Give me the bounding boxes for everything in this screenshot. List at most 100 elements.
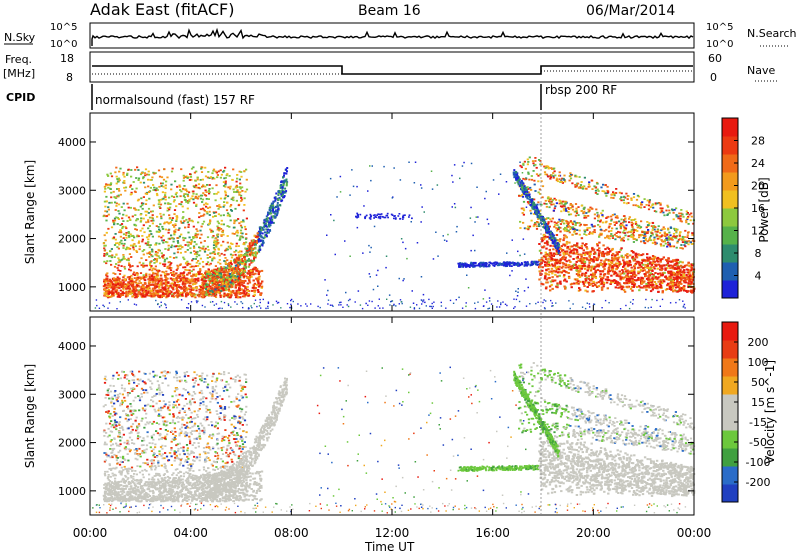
power-data-cell — [678, 235, 681, 237]
power-data-cell — [132, 288, 135, 291]
power-data-cell — [551, 272, 554, 275]
power-data-cell — [654, 230, 657, 233]
power-data-cell — [542, 245, 546, 248]
power-data-cell — [573, 278, 577, 281]
power-data-cell — [136, 166, 139, 169]
power-data-cell — [213, 283, 216, 286]
power-data-cell — [227, 296, 230, 298]
power-data-cell — [537, 201, 540, 204]
power-data-cell — [226, 276, 229, 279]
power-data-cell — [192, 225, 195, 228]
power-data-cell — [217, 227, 220, 229]
power-data-cell — [464, 264, 466, 267]
power-data-cell — [578, 229, 581, 232]
power-data-cell — [177, 242, 180, 244]
power-data-cell — [144, 203, 148, 205]
power-data-cell — [222, 233, 225, 236]
power-data-cell — [146, 252, 149, 255]
power-data-cell — [612, 270, 615, 273]
power-data-cell — [467, 265, 470, 267]
power-data-cell — [456, 225, 458, 228]
power-data-cell — [168, 264, 171, 267]
power-data-cell — [160, 283, 163, 286]
power-data-cell — [577, 282, 580, 285]
power-data-cell — [130, 191, 133, 194]
power-data-cell — [238, 178, 241, 181]
power-data-cell — [681, 247, 684, 250]
power-data-cell — [214, 199, 217, 202]
power-data-cell — [662, 279, 665, 282]
power-data-cell — [619, 198, 622, 200]
power-data-cell — [173, 209, 177, 211]
power-data-cell — [139, 173, 143, 176]
power-data-cell — [256, 283, 259, 286]
power-data-cell — [463, 262, 466, 265]
power-data-cell — [620, 239, 623, 242]
power-data-cell — [443, 239, 446, 241]
power-data-cell — [150, 260, 153, 263]
power-data-cell — [163, 222, 166, 225]
power-data-cell — [402, 214, 405, 217]
power-data-cell — [534, 190, 537, 192]
power-data-cell — [599, 232, 602, 235]
power-data-cell — [674, 228, 678, 230]
power-data-cell — [539, 160, 542, 162]
power-data-cell — [235, 293, 238, 296]
power-data-cell — [286, 167, 289, 169]
power-data-cell — [148, 191, 151, 193]
power-data-cell — [200, 241, 203, 244]
power-data-cell — [197, 260, 200, 262]
power-data-cell — [228, 270, 231, 272]
power-data-cell — [206, 261, 210, 264]
power-data-cell — [569, 213, 573, 216]
power-data-cell — [561, 257, 564, 259]
power-data-cell — [167, 244, 170, 247]
power-data-cell — [224, 249, 227, 252]
power-data-cell — [120, 223, 124, 225]
power-data-cell — [185, 201, 188, 203]
power-data-cell — [251, 273, 254, 276]
power-data-cell — [561, 200, 564, 203]
power-data-cell — [557, 221, 560, 224]
power-data-cell — [220, 228, 223, 230]
power-data-cell — [487, 223, 490, 225]
power-data-cell — [185, 291, 189, 294]
power-data-cell — [157, 199, 160, 202]
power-data-cell — [526, 163, 529, 166]
power-data-cell — [257, 271, 260, 274]
power-data-cell — [270, 212, 273, 215]
power-data-cell — [522, 185, 525, 187]
power-data-cell — [687, 223, 690, 225]
power-data-cell — [123, 180, 126, 182]
power-data-cell — [575, 265, 578, 268]
power-data-cell — [598, 249, 601, 252]
power-data-cell — [630, 233, 633, 236]
power-data-cell — [206, 257, 209, 259]
power-data-cell — [107, 286, 110, 289]
power-data-cell — [522, 221, 525, 224]
power-data-cell — [214, 296, 218, 298]
power-data-cell — [691, 232, 694, 234]
power-data-cell — [591, 225, 594, 228]
power-data-cell — [187, 292, 190, 295]
power-data-cell — [118, 260, 122, 263]
power-data-cell — [648, 201, 651, 204]
power-data-cell — [223, 293, 226, 296]
power-data-cell — [187, 202, 190, 204]
power-data-cell — [666, 245, 669, 248]
power-data-cell — [117, 210, 120, 212]
power-data-cell — [517, 291, 519, 293]
power-data-cell — [138, 291, 141, 293]
power-data-cell — [458, 266, 460, 268]
power-data-cell — [368, 217, 371, 219]
power-data-cell — [596, 182, 599, 185]
power-data-cell — [162, 263, 165, 266]
power-data-cell — [217, 261, 220, 264]
power-data-cell — [661, 264, 664, 267]
power-data-cell — [265, 228, 268, 231]
power-data-cell — [378, 213, 381, 216]
power-data-cell — [619, 227, 622, 230]
power-data-cell — [196, 197, 199, 200]
power-data-cell — [169, 272, 173, 274]
power-data-cell — [377, 269, 379, 272]
